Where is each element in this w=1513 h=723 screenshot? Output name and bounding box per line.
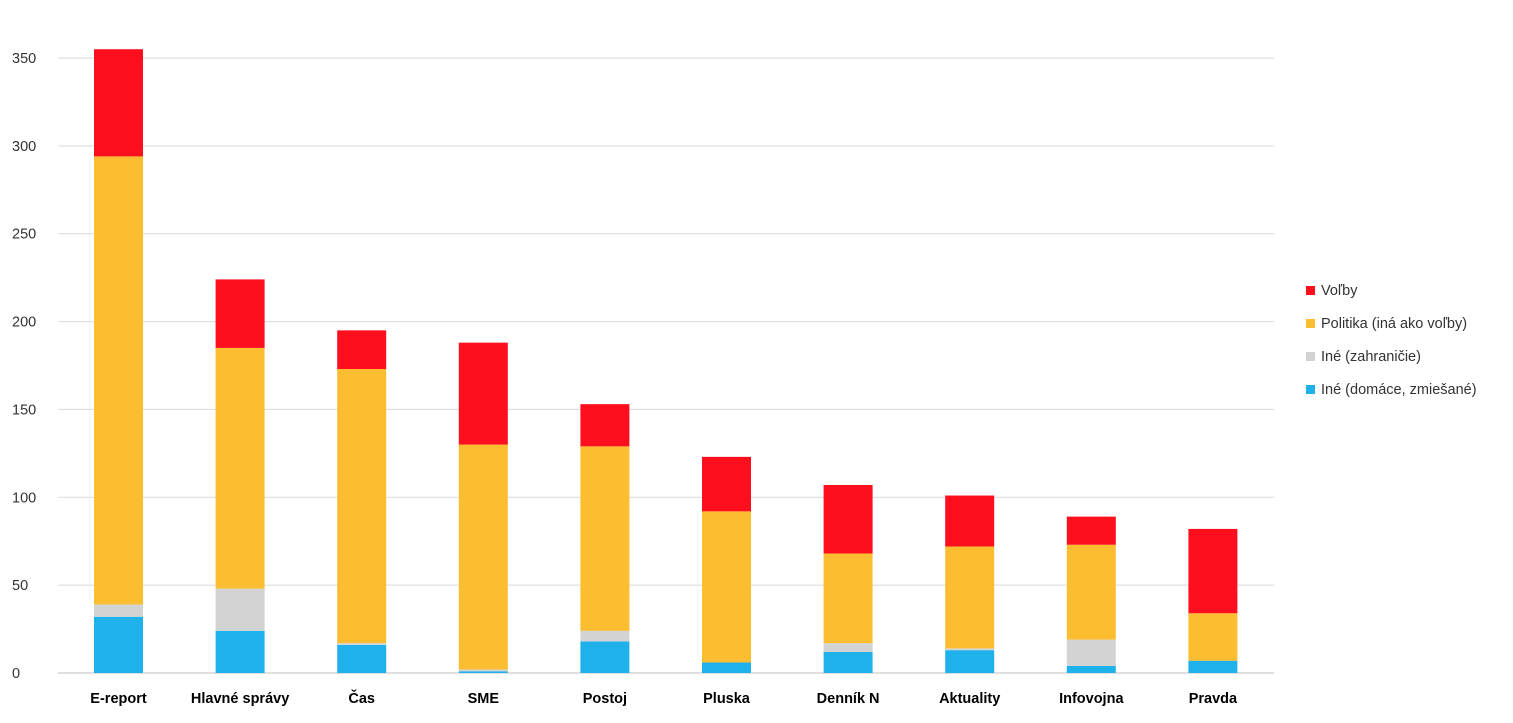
legend-swatch <box>1306 319 1315 328</box>
bar-segment <box>1066 665 1116 673</box>
bar-segment <box>945 495 995 547</box>
bar-segment <box>337 643 387 645</box>
y-tick-label: 150 <box>12 402 36 418</box>
bar-segment <box>1188 613 1238 661</box>
bar-segment <box>94 49 143 157</box>
bar-segment <box>215 347 265 589</box>
x-tick-label: Pluska <box>703 691 751 707</box>
bar-segment <box>1188 528 1238 614</box>
legend-label: Politika (iná ako voľby) <box>1321 315 1468 332</box>
x-tick-label: Hlavné správy <box>191 691 289 707</box>
bar-segment <box>458 671 508 673</box>
y-tick-label: 50 <box>12 578 28 594</box>
bar-segment <box>580 404 630 447</box>
y-tick-label: 100 <box>12 490 36 506</box>
bar-segment <box>94 156 143 605</box>
y-tick-label: 200 <box>12 315 36 331</box>
bar-segment <box>823 484 873 554</box>
legend-swatch <box>1306 352 1315 361</box>
bar-segment <box>458 669 508 672</box>
bar-segment <box>215 588 265 631</box>
legend-label: Voľby <box>1321 282 1358 299</box>
bar-segment <box>580 641 630 673</box>
bar-segment <box>823 553 873 644</box>
bar-segment <box>945 648 995 651</box>
bar-segment <box>94 604 143 617</box>
bar-segment <box>823 643 873 652</box>
y-tick-label: 0 <box>12 666 20 682</box>
y-tick-label: 250 <box>12 227 36 243</box>
bars <box>94 49 1238 673</box>
bar-segment <box>1188 660 1238 673</box>
legend-swatch <box>1306 385 1315 394</box>
y-tick-label: 350 <box>12 51 36 67</box>
bar-segment <box>1066 516 1116 545</box>
x-tick-label: Pravda <box>1189 691 1238 707</box>
x-tick-label: Postoj <box>583 691 627 707</box>
legend: Voľby Politika (iná ako voľby) Iné (zahran… <box>1306 274 1477 406</box>
bar-segment <box>1066 639 1116 666</box>
y-tick-label: 300 <box>12 139 36 155</box>
y-axis-tick-labels: 0 50 100 150 200 250 300 350 <box>12 51 36 682</box>
bar-segment <box>94 616 143 673</box>
x-axis-category-labels: E-report Hlavné správy Čas SME Postoj Pluska D… <box>90 689 1238 707</box>
legend-label: Iné (domáce, zmiešané) <box>1321 381 1477 398</box>
bar-segment <box>580 446 630 631</box>
bar-segment <box>702 456 751 512</box>
legend-item: Voľby <box>1306 274 1477 307</box>
bar-segment <box>823 651 873 673</box>
bar-segment <box>337 369 387 644</box>
legend-item: Politika (iná ako voľby) <box>1306 307 1477 340</box>
bar-segment <box>1066 544 1116 640</box>
bar-segment <box>337 330 387 370</box>
x-tick-label: Aktuality <box>939 691 1000 707</box>
bar-segment <box>458 342 508 445</box>
bar-segment <box>458 444 508 670</box>
bar-segment <box>702 662 751 673</box>
bar-segment <box>945 546 995 649</box>
x-tick-label: Denník N <box>817 691 880 707</box>
bar-segment <box>215 630 265 673</box>
x-tick-label: Čas <box>348 689 375 707</box>
bar-segment <box>702 511 751 663</box>
legend-item: Iné (domáce, zmiešané) <box>1306 373 1477 406</box>
bar-segment <box>945 650 995 673</box>
x-tick-label: SME <box>468 691 500 707</box>
x-tick-label: E-report <box>90 691 147 707</box>
x-tick-label: Infovojna <box>1059 691 1124 707</box>
bar-segment <box>337 644 387 673</box>
bar-segment <box>580 630 630 642</box>
legend-item: Iné (zahraničie) <box>1306 340 1477 373</box>
legend-label: Iné (zahraničie) <box>1321 348 1421 365</box>
bar-segment <box>215 279 265 348</box>
legend-swatch <box>1306 286 1315 295</box>
